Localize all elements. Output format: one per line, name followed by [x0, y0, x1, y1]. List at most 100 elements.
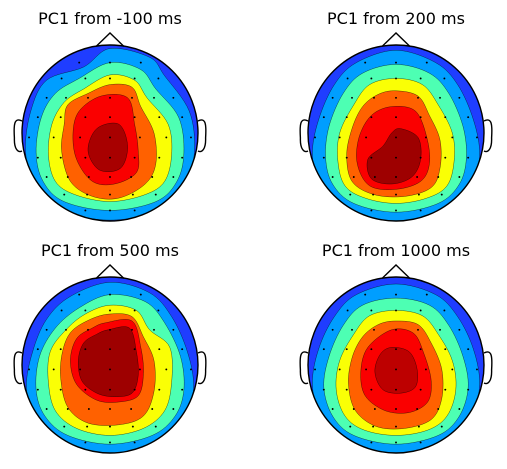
sensor-marker	[458, 408, 461, 410]
sensor-marker	[109, 328, 111, 331]
sensor-marker	[395, 193, 397, 196]
sensor-marker	[314, 368, 316, 371]
sensor-marker	[467, 156, 470, 159]
sensor-marker	[87, 176, 90, 178]
sensor-marker	[109, 193, 111, 196]
sensor-marker	[60, 77, 63, 80]
sensor-marker	[138, 368, 141, 371]
sensor-marker	[36, 348, 39, 351]
panel-title: PC1 from 1000 ms	[322, 241, 470, 260]
contour-line	[61, 83, 157, 200]
sensor-marker	[59, 388, 62, 391]
heatmap-level-region	[366, 128, 422, 185]
sensor-marker	[45, 96, 48, 99]
sensor-marker	[190, 136, 192, 139]
sensor-marker	[351, 96, 353, 99]
sensor-marker	[419, 156, 422, 159]
contour-line	[356, 106, 431, 190]
sensor-marker	[365, 136, 368, 139]
sensor-marker	[419, 116, 422, 119]
sensor-marker	[154, 425, 157, 428]
contour-line	[48, 74, 173, 202]
contour-line	[77, 326, 139, 397]
sensor-marker	[154, 193, 157, 196]
sensor-marker	[172, 96, 175, 99]
sensor-marker	[373, 96, 375, 99]
sensor-marker	[87, 408, 90, 410]
nose-marker	[381, 32, 411, 48]
sensor-marker	[417, 193, 420, 196]
sensor-marker	[165, 136, 168, 139]
sensor-marker	[346, 309, 349, 312]
sensor-marker	[109, 96, 111, 99]
sensor-marker	[86, 193, 89, 196]
sensor-marker	[66, 176, 69, 178]
sensor-marker	[425, 293, 428, 296]
heatmap-level-region	[374, 347, 418, 394]
sensor-marker	[395, 408, 397, 410]
sensor-marker	[331, 408, 334, 410]
head-outline	[13, 32, 207, 222]
contour-line	[35, 294, 185, 445]
sensor-marker	[133, 209, 136, 212]
contour-line	[374, 347, 418, 394]
sensor-marker	[345, 116, 348, 119]
panel-title: PC1 from 200 ms	[327, 9, 465, 28]
sensor-marker	[444, 156, 447, 159]
sensor-marker	[151, 176, 154, 178]
sensor-marker	[467, 348, 470, 351]
sensor-marker	[131, 328, 133, 331]
sensor-marker	[331, 96, 334, 99]
sensor-marker	[395, 96, 397, 99]
sensor-marker	[109, 309, 111, 312]
sensor-marker	[52, 368, 55, 371]
contour-line	[366, 128, 422, 185]
sensor-marker	[322, 348, 325, 351]
topomap	[13, 32, 207, 222]
sensor-marker	[109, 408, 111, 410]
sensor-marker	[395, 348, 397, 351]
sensor-marker	[86, 425, 89, 428]
sensor-marker	[467, 116, 470, 119]
sensor-marker	[60, 309, 63, 312]
contour-line	[360, 328, 432, 414]
sensor-marker	[373, 408, 376, 410]
right-ear-marker	[197, 119, 207, 153]
sensor-marker	[133, 156, 136, 159]
sensor-marker	[133, 348, 136, 351]
contour-line	[47, 304, 173, 436]
right-ear-marker	[197, 351, 207, 385]
nose-marker	[381, 264, 411, 280]
sensor-marker	[419, 348, 422, 351]
sensor-marker	[395, 328, 397, 331]
sensor-marker	[151, 408, 154, 410]
sensor-marker	[158, 388, 161, 391]
sensor-marker	[444, 388, 447, 391]
sensor-marker	[352, 176, 355, 178]
sensor-marker	[131, 193, 134, 196]
sensor-marker	[181, 348, 184, 351]
sensor-marker	[373, 328, 375, 331]
head-circle	[21, 44, 199, 222]
sensor-marker	[84, 116, 87, 119]
sensor-marker	[78, 293, 81, 296]
sensor-marker	[172, 408, 175, 410]
sensor-marker	[338, 136, 341, 139]
sensor-marker	[181, 388, 184, 391]
contour-line	[348, 320, 444, 430]
sensor-marker	[444, 348, 447, 351]
sensor-marker	[395, 368, 397, 371]
contour-line	[60, 313, 156, 426]
sensor-marker	[45, 328, 48, 331]
sensor-marker	[153, 328, 155, 331]
sensor-marker	[395, 176, 397, 178]
sensor-marker	[79, 368, 82, 371]
sensor-marker	[451, 368, 454, 371]
sensor-marker	[395, 77, 397, 80]
sensor-marker	[84, 209, 87, 212]
sensor-marker	[109, 61, 111, 64]
sensor-marker	[370, 388, 373, 391]
sensor-marker	[370, 156, 373, 159]
contour-line	[346, 90, 442, 198]
nose-marker	[95, 264, 125, 280]
